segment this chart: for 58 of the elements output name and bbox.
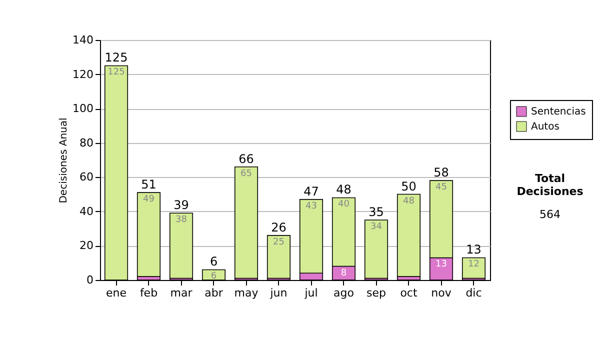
x-tick-label: jul: [304, 286, 318, 300]
total-label: 58: [434, 166, 449, 180]
x-tick-label: may: [234, 286, 259, 300]
total-label: 13: [466, 242, 482, 257]
bar: [266, 235, 291, 279]
y-axis-title: Decisiones Anual: [58, 118, 70, 204]
data-label: 6: [210, 272, 217, 282]
total-label: 66: [238, 152, 254, 166]
text: Total Decisiones: [516, 172, 584, 198]
y-tick-label: 100: [72, 102, 94, 116]
y-tick-label: 120: [72, 68, 94, 81]
x-tick-label: jun: [269, 286, 288, 300]
bar: [396, 194, 421, 277]
total-label: 6: [210, 254, 218, 269]
data-label: 12: [468, 260, 480, 270]
y-tick-label: 140: [72, 34, 94, 46]
bar: [462, 257, 486, 279]
x-tick-label: ago: [334, 286, 354, 300]
data-label: 8: [340, 268, 347, 278]
legend-label: Sentencias: [531, 106, 586, 118]
y-tick-label: 80: [80, 136, 94, 150]
data-label: 125: [108, 68, 125, 78]
bar: [234, 166, 258, 279]
x-tick-label: ene: [106, 286, 127, 300]
bar: [364, 220, 388, 279]
x-tick-label: abr: [204, 286, 224, 300]
y-tick-label: 40: [80, 204, 94, 218]
data-label: 25: [273, 237, 284, 248]
data-label: 40: [338, 200, 350, 210]
x-tick-label: sep: [366, 286, 386, 300]
y-tick-label: 60: [80, 170, 94, 184]
y-tick-label: 20: [80, 239, 94, 252]
total-label: 51: [141, 178, 156, 192]
x-tick-label: feb: [140, 286, 158, 300]
data-label: 49: [143, 194, 155, 205]
total-label: 48: [336, 182, 352, 197]
data-label: 65: [240, 168, 252, 179]
data-label: 48: [403, 196, 415, 206]
x-tick-label: dic: [466, 286, 482, 300]
legend-label: Autos: [531, 122, 560, 132]
total-label: 125: [104, 50, 128, 65]
text: 564: [538, 208, 562, 221]
data-label: 34: [370, 222, 382, 232]
bar: [169, 212, 194, 279]
data-label: 43: [306, 201, 317, 212]
x-tick-label: mar: [170, 286, 193, 300]
data-label: 13: [436, 260, 447, 270]
y-tick-label: 0: [86, 274, 94, 286]
total-label: 39: [174, 198, 189, 212]
total-label: 47: [304, 184, 319, 198]
total-label: 35: [368, 205, 384, 219]
data-label: 45: [436, 182, 447, 193]
x-tick-label: nov: [431, 286, 452, 300]
total-label: 26: [271, 220, 286, 234]
bar: [136, 192, 161, 277]
data-label: 38: [176, 215, 188, 226]
total-label: 50: [401, 179, 416, 194]
x-tick-label: oct: [400, 286, 418, 300]
